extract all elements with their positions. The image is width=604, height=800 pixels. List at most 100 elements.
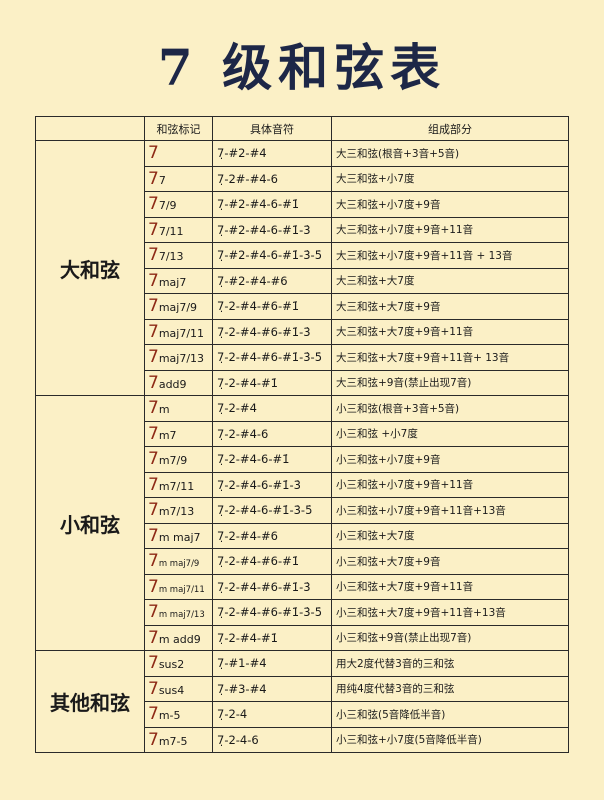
composition-cell: 大三和弦(根音+3音+5音) — [331, 140, 569, 167]
chord-symbol-cell: 7m maj7/9 — [144, 548, 213, 575]
chord-root: 7 — [148, 653, 159, 674]
composition-cell: 小三和弦(5音降低半音) — [331, 701, 569, 728]
table-row: 7m add9 7̣-2-#4-#1̇ 小三和弦+9音(禁止出现7音) — [36, 624, 569, 651]
chord-symbol-cell: 7m7-5 — [144, 726, 213, 753]
table-row: 7maj7/11 7̣-2-#4-#6-#1̇-3̇ 大三和弦+大7度+9音+11音 — [36, 318, 569, 345]
composition-cell: 小三和弦+小7度+9音+11音+13音 — [331, 497, 569, 524]
chord-symbol-cell: 7m add9 — [144, 624, 213, 651]
header-notes: 具体音符 — [212, 116, 332, 141]
chord-root: 7 — [148, 194, 159, 215]
chord-symbol-cell: 7maj7/9 — [144, 293, 213, 320]
chord-symbol-cell: 7sus4 — [144, 675, 213, 702]
chord-root: 7 — [148, 576, 159, 597]
chord-suffix: m7/13 — [158, 505, 195, 519]
notes-cell: 7̣-2-#4-#1̇ — [212, 624, 332, 651]
chord-root: 7 — [148, 347, 159, 368]
notes-cell: 7̣-#2-#4-6-#1̇-3̇ — [212, 216, 332, 243]
composition-cell: 小三和弦+9音(禁止出现7音) — [331, 624, 569, 651]
notes-cell: 7̣-2-#4-6-#1̇-3̇-5̇ — [212, 497, 332, 524]
chord-root: 7 — [148, 245, 159, 266]
chord-symbol-cell: 7maj7/13 — [144, 344, 213, 371]
composition-cell: 小三和弦+大7度+9音+11音+13音 — [331, 599, 569, 626]
category-cell: 大和弦 — [35, 140, 145, 396]
chord-root: 7 — [148, 704, 159, 725]
composition-cell: 小三和弦+小7度+9音+11音 — [331, 471, 569, 498]
notes-cell: 7̣-2-#4-#6-#1̇-3̇ — [212, 318, 332, 345]
composition-cell: 大三和弦+大7度+9音 — [331, 293, 569, 320]
table-row: 7maj7 7̣-#2-#4-#6 大三和弦+大7度 — [36, 267, 569, 294]
notes-cell: 7̣-2-4-6 — [212, 726, 332, 753]
composition-cell: 大三和弦+小7度 — [331, 165, 569, 192]
chord-root: 7 — [148, 143, 159, 164]
chord-root: 7 — [148, 627, 159, 648]
header-category — [35, 116, 145, 141]
composition-cell: 大三和弦+小7度+9音+11音 + 13音 — [331, 242, 569, 269]
table-row: 7m maj7 7̣-2-#4-#6 小三和弦+大7度 — [36, 522, 569, 549]
header-composition: 组成部分 — [331, 116, 569, 141]
table-row: 7m maj7/13 7̣-2-#4-#6-#1̇-3̇-5̇ 小三和弦+大7度+9… — [36, 599, 569, 626]
chord-root: 7 — [148, 423, 159, 444]
composition-cell: 用纯4度代替3音的三和弦 — [331, 675, 569, 702]
chord-symbol-cell: 7m maj7/13 — [144, 599, 213, 626]
chord-suffix: maj7 — [158, 275, 187, 289]
chord-root: 7 — [148, 398, 159, 419]
chord-suffix: 7/11 — [158, 224, 184, 238]
composition-cell: 小三和弦+小7度+9音 — [331, 446, 569, 473]
chord-root: 7 — [148, 270, 159, 291]
chord-suffix: maj7/11 — [158, 326, 205, 340]
table-row: 77 7̣-2#-#4-6 大三和弦+小7度 — [36, 165, 569, 192]
notes-cell: 7̣-2-#4-6-#1̇-3̇ — [212, 471, 332, 498]
chord-root: 7 — [148, 168, 159, 189]
chord-suffix: m maj7/9 — [158, 559, 200, 570]
table-row: 77/13 7̣-#2-#4-6-#1̇-3̇-5̇ 大三和弦+小7度+9音+11音… — [36, 242, 569, 269]
table-row: 7m maj7/11 7̣-2-#4-#6-#1̇-3̇ 小三和弦+大7度+9音+1… — [36, 573, 569, 600]
notes-cell: 7̣-2-#4-#6-#1̇-3̇-5̇ — [212, 344, 332, 371]
notes-cell: 7̣-2-#4-#6-#1̇ — [212, 293, 332, 320]
chord-symbol-cell: 7maj7/11 — [144, 318, 213, 345]
composition-cell: 小三和弦+大7度+9音+11音 — [331, 573, 569, 600]
chord-symbol-cell: 7m maj7 — [144, 522, 213, 549]
chord-symbol-cell: 77/9 — [144, 191, 213, 218]
chord-symbol-cell: 77/11 — [144, 216, 213, 243]
chord-root: 7 — [148, 321, 159, 342]
notes-cell: 7̣-2-#4-#1̇ — [212, 369, 332, 396]
table-row: 7m7/9 7̣-2-#4-6-#1̇ 小三和弦+小7度+9音 — [36, 446, 569, 473]
composition-cell: 大三和弦+9音(禁止出现7音) — [331, 369, 569, 396]
table-row: 7sus4 7̣-#3-#4 用纯4度代替3音的三和弦 — [36, 675, 569, 702]
chord-root: 7 — [148, 551, 159, 572]
chord-symbol-cell: 7m7 — [144, 420, 213, 447]
chord-root: 7 — [148, 296, 159, 317]
chord-symbol-cell: 7m — [144, 395, 213, 422]
composition-cell: 大三和弦+大7度+9音+11音+ 13音 — [331, 344, 569, 371]
composition-cell: 小三和弦+小7度(5音降低半音) — [331, 726, 569, 753]
chord-root: 7 — [148, 449, 159, 470]
notes-cell: 7̣-2-#4-6-#1̇ — [212, 446, 332, 473]
chord-symbol-cell: 7sus2 — [144, 650, 213, 677]
chord-suffix: 7/13 — [158, 250, 184, 264]
category-cell: 其他和弦 — [35, 650, 145, 753]
notes-cell: 7̣-#2-#4-#6 — [212, 267, 332, 294]
chord-symbol-cell: 7m maj7/11 — [144, 573, 213, 600]
chord-suffix: sus4 — [158, 683, 185, 697]
notes-cell: 7̣-#3-#4 — [212, 675, 332, 702]
table-row: 77/11 7̣-#2-#4-6-#1̇-3̇ 大三和弦+小7度+9音+11音 — [36, 216, 569, 243]
table-row: 7m7-5 7̣-2-4-6 小三和弦+小7度(5音降低半音) — [36, 726, 569, 753]
chord-suffix: add9 — [158, 377, 187, 391]
chord-suffix: 7 — [158, 173, 166, 187]
table-row: 7maj7/13 7̣-2-#4-#6-#1̇-3̇-5̇ 大三和弦+大7度+9音+… — [36, 344, 569, 371]
chord-suffix: m7 — [158, 428, 177, 442]
chord-suffix: m-5 — [158, 709, 181, 723]
chord-symbol-cell: 7maj7 — [144, 267, 213, 294]
chord-suffix: m — [158, 403, 170, 417]
composition-cell: 用大2度代替3音的三和弦 — [331, 650, 569, 677]
notes-cell: 7̣-2-#4-#6-#1̇-3̇ — [212, 573, 332, 600]
notes-cell: 7̣-2-#4-#6 — [212, 522, 332, 549]
chord-root: 7 — [148, 729, 159, 750]
composition-cell: 小三和弦 +小7度 — [331, 420, 569, 447]
chord-suffix: m7/11 — [158, 479, 195, 493]
header-chord-symbol: 和弦标记 — [144, 116, 213, 141]
chord-suffix: 7/9 — [158, 199, 177, 213]
notes-cell: 7̣-2-4 — [212, 701, 332, 728]
notes-cell: 7̣-#2-#4-6-#1̇ — [212, 191, 332, 218]
composition-cell: 小三和弦+大7度+9音 — [331, 548, 569, 575]
